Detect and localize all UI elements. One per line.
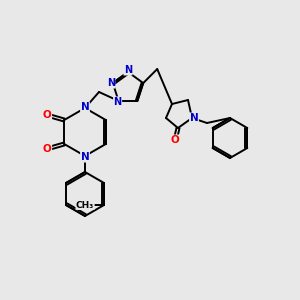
Text: O: O	[171, 135, 179, 145]
Text: N: N	[124, 65, 132, 75]
Text: N: N	[113, 97, 122, 107]
Text: N: N	[190, 113, 198, 123]
Text: N: N	[81, 152, 89, 162]
Text: O: O	[43, 144, 52, 154]
Text: CH₃: CH₃	[76, 200, 94, 209]
Text: N: N	[81, 102, 89, 112]
Text: N: N	[107, 78, 115, 88]
Text: O: O	[43, 110, 52, 120]
